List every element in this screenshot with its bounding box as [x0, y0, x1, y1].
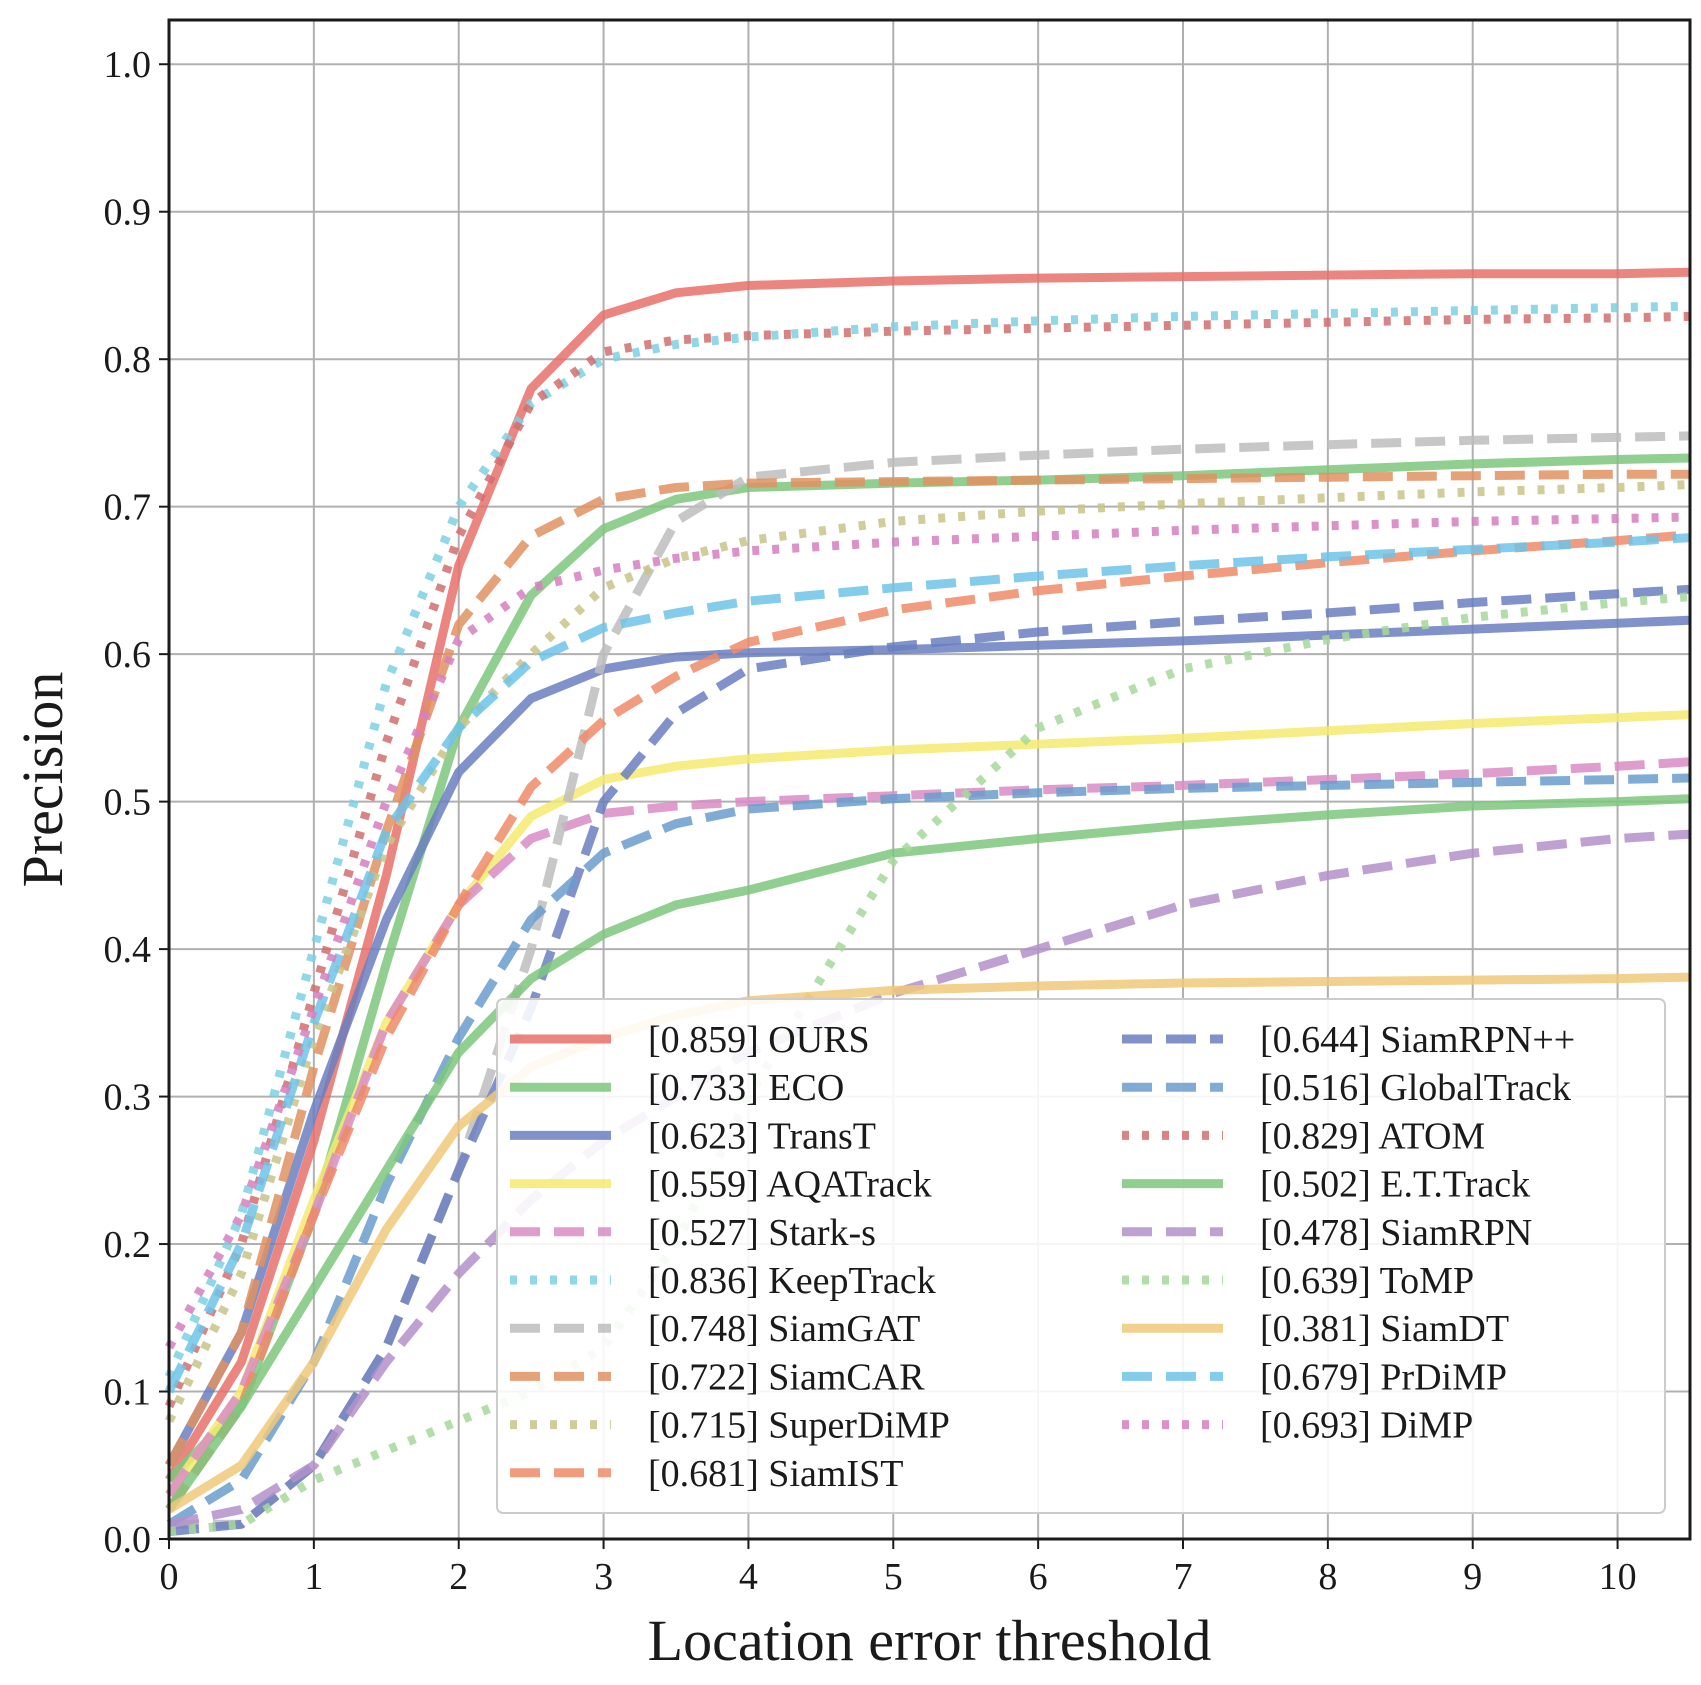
legend-entry: [0.693] DiMP [1260, 1405, 1473, 1447]
series-line [165, 453, 1691, 1484]
legend-entry: [0.829] ATOM [1260, 1115, 1485, 1157]
y-tick-label: 0.5 [104, 782, 152, 824]
series-line [164, 301, 1691, 1379]
x-tick-label: 3 [594, 1556, 613, 1598]
y-axis-label: Precision [10, 672, 75, 888]
y-tick-label: 0.6 [104, 634, 152, 676]
series-line [165, 710, 1691, 1498]
series-line [165, 530, 1691, 1513]
legend-entry: [0.836] KeepTrack [648, 1260, 936, 1302]
x-tick-label: 9 [1463, 1556, 1482, 1598]
x-tick-label: 6 [1029, 1556, 1048, 1598]
y-tick-label: 0.2 [104, 1224, 152, 1266]
y-tick-label: 0.4 [104, 929, 152, 971]
y-tick-label: 1.0 [104, 44, 152, 86]
legend-entry: [0.715] SuperDiMP [648, 1405, 950, 1447]
legend-entry: [0.527] Stark-s [648, 1212, 876, 1254]
y-axis-ticks: 0.0 0.1 0.2 0.3 0.4 0.5 0.6 0.7 0.8 0.9 1.0 [104, 44, 169, 1561]
series-lines [164, 267, 1691, 1537]
x-tick-label: 5 [884, 1556, 903, 1598]
legend-entry: [0.623] TransT [648, 1115, 876, 1157]
legend-entry: [0.859] OURS [648, 1019, 870, 1061]
series-line [165, 794, 1691, 1513]
legend-entry: [0.559] AQATrack [648, 1164, 932, 1206]
x-tick-label: 2 [449, 1556, 468, 1598]
legend-entry: [0.722] SiamCAR [648, 1356, 925, 1398]
x-tick-label: 10 [1599, 1556, 1637, 1598]
series-line [166, 773, 1691, 1529]
y-tick-label: 0.9 [104, 192, 152, 234]
y-tick-label: 0.0 [104, 1519, 152, 1561]
legend-entry: [0.639] ToMP [1260, 1260, 1474, 1302]
legend-entry: [0.381] SiamDT [1260, 1308, 1509, 1350]
plot-frame [167, 18, 1692, 1541]
legend: [0.859] OURS [0.733] ECO [0.623] TransT [0.… [496, 998, 1666, 1514]
x-tick-label: 4 [739, 1556, 758, 1598]
legend-entry: [0.679] PrDiMP [1260, 1356, 1507, 1398]
y-tick-label: 0.8 [104, 339, 152, 381]
x-tick-label: 0 [160, 1556, 179, 1598]
x-tick-label: 8 [1318, 1556, 1337, 1598]
legend-entry: [0.681] SiamIST [648, 1453, 903, 1495]
x-axis-label: Location error threshold [648, 1608, 1212, 1673]
x-tick-label: 7 [1174, 1556, 1193, 1598]
series-line [165, 757, 1691, 1498]
legend-entry: [0.502] E.T.Track [1260, 1164, 1530, 1206]
legend-entry: [0.644] SiamRPN++ [1260, 1019, 1575, 1061]
x-axis-ticks: 0 1 2 3 4 5 6 7 8 9 10 [160, 1539, 1637, 1598]
legend-box [496, 998, 1666, 1514]
legend-entry: [0.478] SiamRPN [1260, 1212, 1532, 1254]
legend-entry: [0.748] SiamGAT [648, 1308, 920, 1350]
y-tick-label: 0.3 [104, 1077, 152, 1119]
y-tick-label: 0.1 [104, 1372, 152, 1414]
series-line [164, 533, 1691, 1394]
legend-entry: [0.516] GlobalTrack [1260, 1067, 1571, 1109]
x-tick-label: 1 [304, 1556, 323, 1598]
y-tick-label: 0.7 [104, 487, 152, 529]
series-line [164, 480, 1691, 1423]
legend-entry: [0.733] ECO [648, 1067, 844, 1109]
